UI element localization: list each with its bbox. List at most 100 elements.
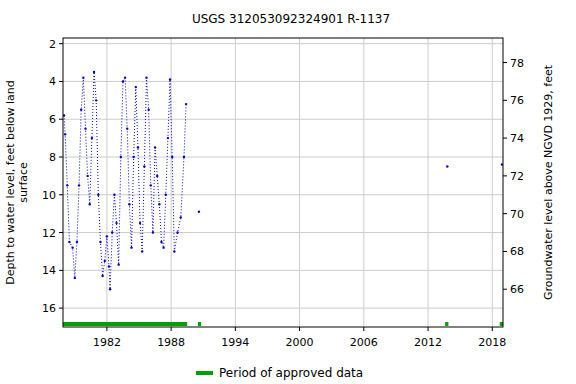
point [97, 194, 99, 196]
y-tick-label: 14 [42, 264, 56, 277]
point [147, 109, 149, 111]
x-tick [106, 327, 107, 331]
y-grid [63, 43, 503, 44]
y-tick [59, 43, 63, 44]
point [104, 260, 106, 262]
point [117, 263, 119, 265]
chart: USGS 312053092324901 R-1137 1982 1988 1994 2… [0, 0, 576, 384]
point [143, 165, 145, 167]
point [82, 76, 84, 78]
point [160, 241, 162, 243]
point [122, 80, 124, 82]
x-tick-label: 2000 [286, 336, 314, 349]
point [183, 156, 185, 158]
point [126, 127, 128, 129]
y-label: Depth to water level, feet below landsur… [4, 80, 30, 285]
point [141, 250, 143, 252]
x-tick [363, 327, 364, 331]
y2-tick [503, 62, 507, 63]
y-tick [59, 232, 63, 233]
y2-label: Groundwater level above NGVD 1929, feet [542, 64, 555, 300]
point [93, 71, 95, 73]
point [173, 250, 175, 252]
y2-tick [503, 251, 507, 252]
series-line [64, 72, 502, 289]
point [152, 231, 154, 233]
y2-tick [503, 289, 507, 290]
y-tick [59, 157, 63, 158]
x-tick-label: 2012 [414, 336, 442, 349]
point [101, 275, 103, 277]
y2-tick-label: 74 [510, 132, 524, 145]
point [115, 222, 117, 224]
point [135, 86, 137, 88]
y2-tick [503, 175, 507, 176]
point [198, 211, 200, 213]
y-tick [59, 194, 63, 195]
y-tick-label: 12 [42, 227, 56, 240]
point [165, 194, 167, 196]
point [106, 235, 108, 237]
x-tick-label: 1982 [93, 336, 121, 349]
point [95, 99, 97, 101]
y2-tick-label: 70 [510, 208, 524, 221]
approved-period [63, 322, 187, 326]
y2-tick-label: 76 [510, 94, 524, 107]
point [66, 184, 68, 186]
approved-period [445, 322, 448, 326]
plot-bg [63, 38, 503, 327]
point [169, 78, 171, 80]
x-tick [428, 327, 429, 331]
y-tick-label: 8 [49, 151, 56, 164]
x-tick-label: 1988 [157, 336, 185, 349]
point [154, 146, 156, 148]
y2-tick [503, 100, 507, 101]
point [91, 137, 93, 139]
point [139, 222, 141, 224]
y-grid [63, 232, 503, 233]
point [89, 203, 91, 205]
y-tick-label: 4 [49, 75, 56, 88]
y-tick-label: 10 [42, 189, 56, 202]
y-grid [63, 119, 503, 120]
x-tick [235, 327, 236, 331]
point [130, 246, 132, 248]
x-tick [171, 327, 172, 331]
approved-periods [63, 322, 503, 326]
y-label-line: Depth to water level, feet below land [4, 80, 17, 285]
point [132, 156, 134, 158]
point [109, 288, 111, 290]
point [180, 216, 182, 218]
y-grid [63, 157, 503, 158]
legend-swatch [196, 371, 213, 375]
point [120, 156, 122, 158]
y2-tick-label: 66 [510, 283, 524, 296]
point [99, 241, 101, 243]
frame [63, 38, 503, 327]
point [74, 277, 76, 279]
point [71, 246, 73, 248]
point [80, 109, 82, 111]
point [158, 203, 160, 205]
y-tick [59, 270, 63, 271]
point [84, 127, 86, 129]
y-label-line: surface [17, 162, 30, 203]
x-tick-label: 1994 [221, 336, 249, 349]
point [145, 76, 147, 78]
x-tick-label: 2006 [350, 336, 378, 349]
y2-tick [503, 213, 507, 214]
point [128, 203, 130, 205]
y-tick [59, 119, 63, 120]
point [185, 103, 187, 105]
point [108, 265, 110, 267]
y-tick [59, 308, 63, 309]
title: USGS 312053092324901 R-1137 [192, 12, 390, 26]
plot-data [63, 71, 503, 291]
y-grid [63, 308, 503, 309]
y-tick-label: 16 [42, 302, 56, 315]
x-tick-label: 2018 [478, 336, 506, 349]
point [64, 133, 66, 135]
point [167, 137, 169, 139]
y-tick [59, 81, 63, 82]
point [446, 165, 448, 167]
